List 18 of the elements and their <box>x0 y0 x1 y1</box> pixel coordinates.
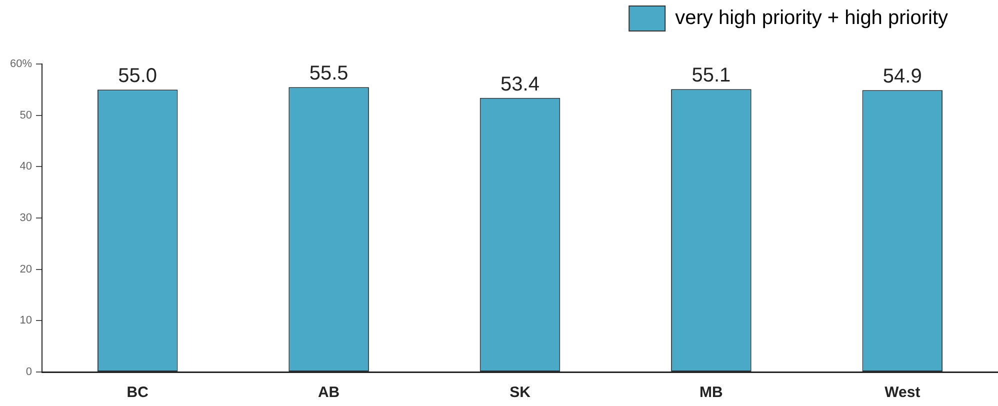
x-tick-label: SK <box>510 384 531 402</box>
data-label: 53.4 <box>500 73 540 96</box>
data-label: 55.5 <box>309 62 348 85</box>
x-tick-label: AB <box>318 384 340 402</box>
x-tick-label: BC <box>126 384 149 402</box>
x-tick-label: MB <box>700 384 724 402</box>
y-tick-label: 40 <box>20 160 32 173</box>
y-tick-label: 20 <box>20 263 32 276</box>
data-label: 55.1 <box>692 64 731 87</box>
data-label: 54.9 <box>882 66 922 88</box>
x-tick-label: West <box>884 384 920 402</box>
legend-label: very high priority + high priority <box>675 7 948 30</box>
y-tick-label: 30 <box>20 212 32 224</box>
y-tick-label: 10 <box>20 314 32 327</box>
y-tick-label: 60% <box>10 58 32 70</box>
y-tick-label: 0 <box>26 366 32 378</box>
data-label: 55.0 <box>118 65 158 88</box>
y-tick-label: 50 <box>20 109 32 122</box>
